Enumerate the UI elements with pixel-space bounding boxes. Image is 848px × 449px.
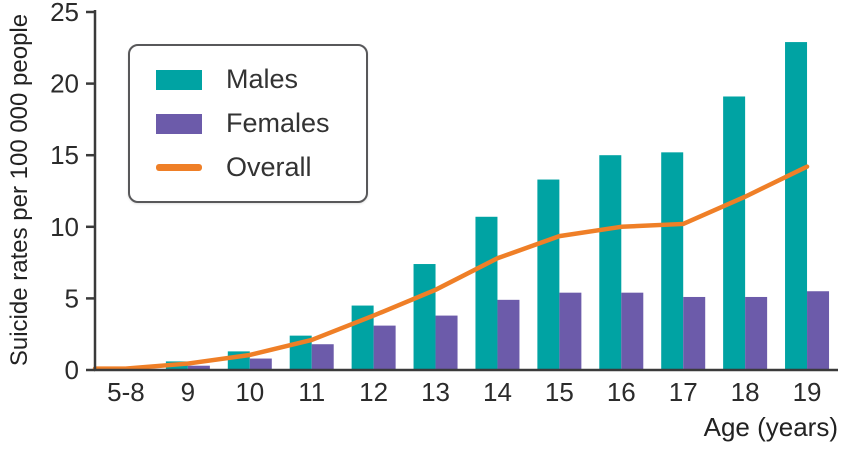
y-tick-label: 25 [50, 0, 79, 27]
x-tick-label: 12 [359, 377, 388, 407]
bar-females-17 [683, 296, 706, 370]
y-tick-label: 0 [65, 355, 79, 385]
x-tick-label: 15 [545, 377, 574, 407]
y-tick-label: 10 [50, 212, 79, 242]
x-tick-label: 16 [607, 377, 636, 407]
legend: Males Females Overall [128, 44, 368, 204]
bar-females-19 [807, 291, 830, 370]
x-tick-label: 19 [793, 377, 822, 407]
bar-females-11 [311, 344, 334, 370]
bar-males-15 [537, 179, 560, 370]
x-tick-label: 10 [235, 377, 264, 407]
legend-label-males: Males [226, 64, 299, 94]
bar-females-13 [435, 315, 458, 370]
x-tick-label: 11 [298, 377, 325, 407]
legend-label-overall: Overall [226, 152, 312, 183]
overall-swatch-icon [156, 164, 202, 172]
x-axis-title: Age (years) [703, 412, 838, 442]
bar-females-18 [745, 296, 768, 370]
bar-females-14 [497, 299, 520, 370]
bar-males-13 [413, 264, 436, 370]
x-tick-label: 18 [731, 377, 760, 407]
y-axis-title: Suicide rates per 100 000 people [6, 13, 33, 367]
females-swatch-icon [156, 113, 202, 134]
y-tick-label: 5 [65, 283, 79, 313]
legend-item-females: Females [156, 108, 330, 139]
males-swatch-icon [156, 69, 202, 90]
x-tick-label: 17 [669, 377, 698, 407]
x-tick-label: 14 [483, 377, 512, 407]
bar-females-15 [559, 292, 582, 370]
x-tick-label: 13 [421, 377, 450, 407]
bar-females-16 [621, 292, 644, 370]
legend-item-males: Males [156, 64, 330, 95]
x-tick-label: 9 [181, 377, 195, 407]
bar-females-10 [249, 358, 272, 370]
legend-label-females: Females [226, 108, 330, 139]
bar-males-16 [599, 155, 622, 370]
bar-males-18 [723, 96, 746, 370]
bar-males-14 [475, 216, 498, 370]
bar-females-12 [373, 325, 396, 370]
bar-males-17 [661, 152, 684, 370]
y-tick-label: 15 [50, 140, 79, 170]
x-tick-label: 5-8 [107, 377, 145, 407]
bar-females-9 [187, 365, 210, 370]
y-tick-label: 20 [50, 69, 79, 99]
legend-item-overall: Overall [156, 152, 330, 183]
overall-line [92, 164, 810, 371]
bar-males-19 [785, 42, 808, 371]
